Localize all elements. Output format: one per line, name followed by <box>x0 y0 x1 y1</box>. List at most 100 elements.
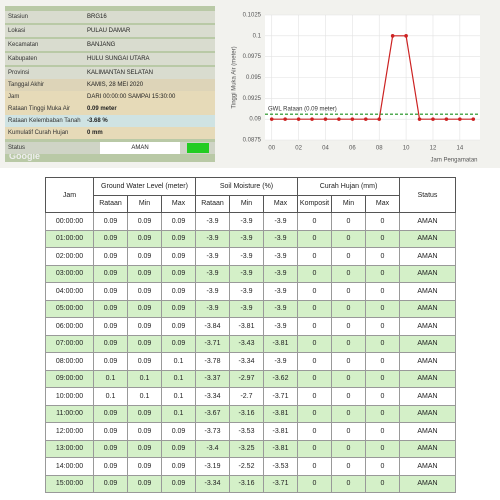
x-tick-label: 12 <box>430 146 437 152</box>
column-header: Jam <box>45 177 94 213</box>
table-cell: 02:00:00 <box>45 247 94 266</box>
table-cell: 0 <box>365 457 400 476</box>
table-cell: 15:00:00 <box>45 474 94 493</box>
table-cell: 0.09 <box>93 229 128 248</box>
table-cell: 0 <box>331 229 366 248</box>
chart: 0.0875 0.09 0.0925 0.095 0.0975 0.1 0.1025 00 02… <box>232 13 480 164</box>
data-point <box>283 117 287 121</box>
table-cell: 13:00:00 <box>45 439 94 458</box>
info-row: Status AMAN <box>5 142 215 154</box>
table-cell: 0.09 <box>127 457 162 476</box>
table-cell: 0.09 <box>127 422 162 441</box>
table-cell: 12:00:00 <box>45 422 94 441</box>
column-subheader: Max <box>263 194 298 213</box>
table-cell: 0.09 <box>161 422 196 441</box>
table-cell: 0 <box>297 369 332 388</box>
table-cell: 09:00:00 <box>45 369 94 388</box>
y-tick-label: 0.095 <box>246 75 262 81</box>
info-row: Provinsi KALIMANTAN SELATAN <box>5 67 215 79</box>
table-cell: -3.9 <box>263 264 298 283</box>
table-cell: 0 <box>365 212 400 231</box>
table-cell: 0 <box>331 387 366 406</box>
table-cell: -3.16 <box>229 474 264 493</box>
table-cell: 11:00:00 <box>45 404 94 423</box>
table-cell: 0 <box>297 422 332 441</box>
table-cell: -3.4 <box>195 439 230 458</box>
info-label: Provinsi <box>8 70 30 76</box>
info-label: Kabupaten <box>8 56 38 62</box>
table-cell: 0.09 <box>127 212 162 231</box>
table-cell: 0 <box>331 282 366 301</box>
table-cell: 0.09 <box>161 317 196 336</box>
table-cell: 0.09 <box>161 264 196 283</box>
info-row: Rataan Tinggi Muka Air 0.09 meter <box>5 103 215 115</box>
table-cell: -3.81 <box>263 404 298 423</box>
table-cell: 03:00:00 <box>45 264 94 283</box>
table-cell: AMAN <box>399 212 456 231</box>
x-tick-label: 10 <box>403 146 410 152</box>
y-axis-label: Tinggi Muka Air (meter) <box>232 46 238 108</box>
table-cell: AMAN <box>399 474 456 493</box>
table-cell: -3.9 <box>195 282 230 301</box>
table-row: 14:00:00 0.09 0.09 0.09 -3.19 -2.52 -3.53 0 0 0 AM… <box>45 457 456 476</box>
table-cell: -2.7 <box>229 387 264 406</box>
table-cell: 0 <box>365 282 400 301</box>
table-cell: -3.9 <box>195 247 230 266</box>
info-label: Rataan Kelembaban Tanah <box>8 118 81 124</box>
table-cell: 00:00:00 <box>45 212 94 231</box>
column-subheader: Max <box>365 194 400 213</box>
table-cell: 0 <box>331 422 366 441</box>
y-tick-label: 0.0975 <box>243 54 262 60</box>
info-value: BRG16 <box>87 14 107 20</box>
table-cell: 06:00:00 <box>45 317 94 336</box>
info-label: Lokasi <box>8 28 26 34</box>
table-row: 04:00:00 0.09 0.09 0.09 -3.9 -3.9 -3.9 0 0 0 AMAN <box>45 282 456 301</box>
table-cell: 0.09 <box>93 422 128 441</box>
table-cell: 0.09 <box>93 299 128 318</box>
table-cell: AMAN <box>399 334 456 353</box>
table-cell: AMAN <box>399 422 456 441</box>
info-value: -3.68 % <box>87 118 108 124</box>
table-cell: -3.9 <box>263 299 298 318</box>
info-value: 0 mm <box>87 130 103 136</box>
table-cell: 0 <box>297 264 332 283</box>
table-cell: -3.53 <box>263 457 298 476</box>
table-cell: 0.1 <box>127 387 162 406</box>
y-tick-label: 0.09 <box>249 117 261 123</box>
x-tick-label: 14 <box>457 146 464 152</box>
info-row: Kumulatif Curah Hujan 0 mm <box>5 127 215 139</box>
info-row: Rataan Kelembaban Tanah -3.68 % <box>5 115 215 127</box>
table-cell: 0.09 <box>93 439 128 458</box>
info-value: HULU SUNGAI UTARA <box>87 56 150 62</box>
info-label: Kumulatif Curah Hujan <box>8 130 69 136</box>
table-cell: -3.9 <box>229 264 264 283</box>
table-cell: 0.09 <box>93 334 128 353</box>
table-cell: 0.09 <box>161 212 196 231</box>
table-cell: 0.09 <box>161 247 196 266</box>
table-cell: -3.9 <box>229 247 264 266</box>
table-cell: 0 <box>331 457 366 476</box>
table-cell: 07:00:00 <box>45 334 94 353</box>
table-cell: 0.09 <box>93 474 128 493</box>
table-cell: 0 <box>365 387 400 406</box>
data-point <box>444 117 449 121</box>
table-cell: 0.09 <box>161 474 196 493</box>
data-point <box>337 117 341 121</box>
table-cell: 0.1 <box>127 369 162 388</box>
table-cell: 0.09 <box>161 334 196 353</box>
table-cell: 0 <box>331 247 366 266</box>
info-label: Tanggal Akhir <box>8 82 45 88</box>
table-cell: 0 <box>365 352 400 371</box>
data-point <box>404 34 408 38</box>
data-point <box>458 117 462 121</box>
table-cell: 0.1 <box>93 369 128 388</box>
table-cell: 0 <box>297 439 332 458</box>
info-value: 0.09 meter <box>87 106 117 112</box>
table-cell: -3.9 <box>263 247 298 266</box>
table-cell: -3.9 <box>229 299 264 318</box>
table-cell: 0.09 <box>93 404 128 423</box>
table-cell: 0.09 <box>161 439 196 458</box>
table-cell: 0 <box>297 229 332 248</box>
table-cell: -3.34 <box>195 387 230 406</box>
